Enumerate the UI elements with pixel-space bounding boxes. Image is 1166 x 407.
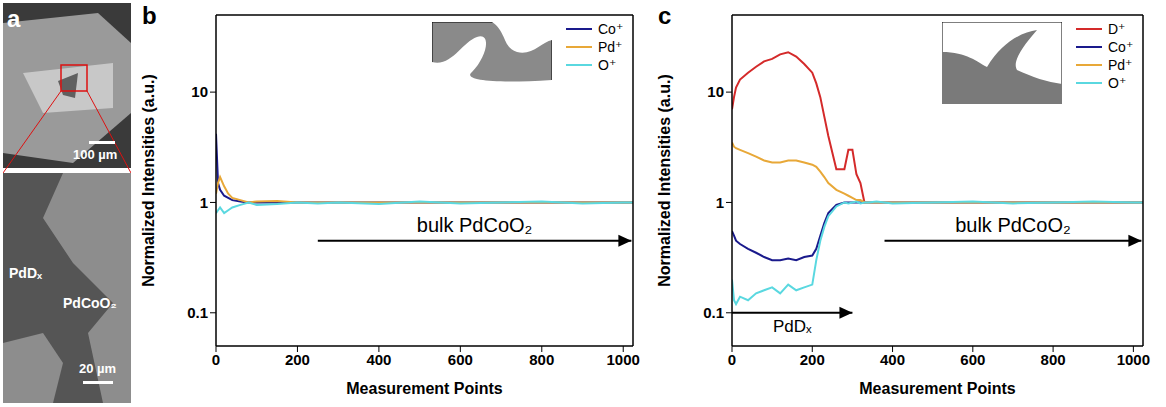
html-text:a: a [7, 5, 21, 32]
html-text:Co⁺: Co⁺ [1108, 39, 1134, 55]
svg-text:200: 200 [285, 351, 310, 368]
html-text:D⁺: D⁺ [1108, 21, 1126, 37]
html-text:20 µm: 20 µm [79, 361, 117, 376]
svg-text:0: 0 [212, 351, 220, 368]
svg-text:1: 1 [200, 194, 208, 211]
svg-text:400: 400 [880, 351, 905, 368]
html-text:O⁺: O⁺ [1108, 75, 1127, 91]
svg-text:Measurement Points: Measurement Points [346, 380, 503, 397]
svg-text:0.1: 0.1 [703, 304, 724, 321]
svg-text:600: 600 [960, 351, 985, 368]
svg-text:bulk PdCoO₂: bulk PdCoO₂ [955, 214, 1071, 236]
svg-text:Measurement Points: Measurement Points [859, 380, 1016, 397]
svg-text:10: 10 [191, 83, 208, 100]
svg-text:1000: 1000 [607, 351, 640, 368]
html-text:PdDₓ: PdDₓ [9, 265, 43, 281]
svg-text:Normalized Intensities (a.u.): Normalized Intensities (a.u.) [656, 74, 673, 286]
html-text:b: b [142, 2, 157, 29]
svg-text:bulk PdCoO₂: bulk PdCoO₂ [417, 214, 533, 236]
html-text:PdCoO₂: PdCoO₂ [63, 295, 117, 311]
svg-text:Normalized Intensities (a.u.): Normalized Intensities (a.u.) [140, 74, 157, 286]
svg-text:0: 0 [728, 351, 736, 368]
svg-text:1: 1 [716, 194, 724, 211]
svg-text:PdDₓ: PdDₓ [773, 317, 812, 336]
svg-text:800: 800 [529, 351, 554, 368]
html-text:100 µm: 100 µm [73, 147, 118, 162]
svg-text:800: 800 [1041, 351, 1066, 368]
svg-text:0.1: 0.1 [187, 304, 208, 321]
html-text:Pd⁺: Pd⁺ [1108, 57, 1133, 73]
svg-text:1000: 1000 [1117, 351, 1150, 368]
svg-text:400: 400 [366, 351, 391, 368]
html-text:Co⁺: Co⁺ [598, 21, 624, 37]
svg-text:600: 600 [448, 351, 473, 368]
html-text:Pd⁺: Pd⁺ [598, 39, 623, 55]
html-text:O⁺: O⁺ [598, 57, 617, 73]
svg-text:10: 10 [707, 83, 724, 100]
svg-text:200: 200 [800, 351, 825, 368]
html-text:c: c [658, 2, 672, 29]
